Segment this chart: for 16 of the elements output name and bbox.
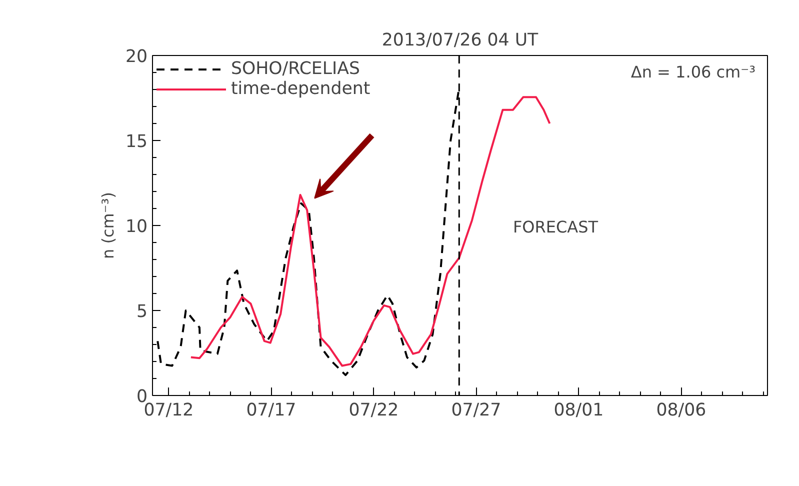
annotation: FORECAST xyxy=(512,218,598,236)
y-axis-title: n (cm⁻³) xyxy=(98,192,118,259)
x-tick-label: 07/27 xyxy=(451,400,502,420)
chart-title: 2013/07/26 04 UT xyxy=(382,30,539,50)
y-tick-label: 10 xyxy=(125,217,148,237)
x-tick-label: 07/22 xyxy=(348,400,399,420)
annotation: Δn = 1.06 cm⁻³ xyxy=(630,62,756,82)
x-tick-label: 08/01 xyxy=(554,400,604,420)
y-tick-label: 15 xyxy=(125,132,148,152)
x-tick-label: 08/06 xyxy=(656,400,706,420)
x-tick-label: 07/12 xyxy=(144,400,194,420)
x-tick-label: 07/17 xyxy=(246,400,296,420)
legend-label: SOHO/RCELIAS xyxy=(231,59,360,79)
y-tick-label: 5 xyxy=(136,302,148,322)
legend-label: time-dependent xyxy=(231,79,370,99)
y-tick-label: 20 xyxy=(125,47,148,67)
